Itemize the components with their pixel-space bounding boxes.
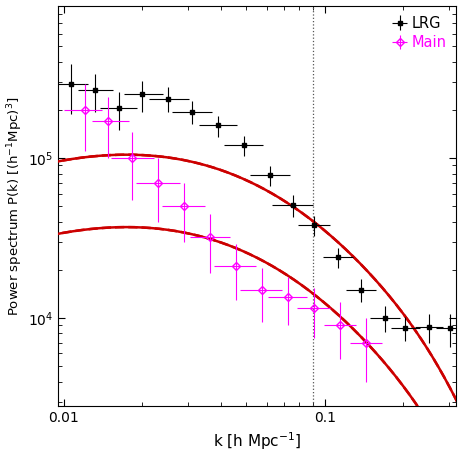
X-axis label: k [h Mpc$^{-1}$]: k [h Mpc$^{-1}$] [213,431,302,453]
Legend: LRG, Main: LRG, Main [388,10,452,56]
Y-axis label: Power spectrum P(k) [(h$^{-1}$Mpc)$^3$]: Power spectrum P(k) [(h$^{-1}$Mpc)$^3$] [6,96,25,316]
